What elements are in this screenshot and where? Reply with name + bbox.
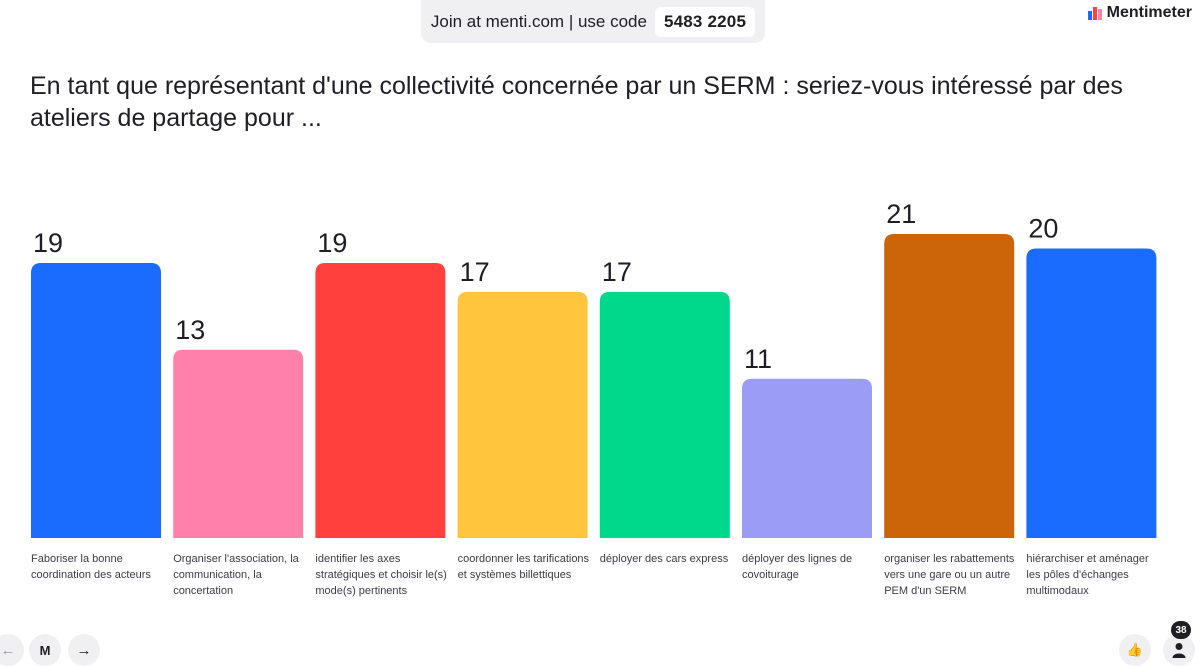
bar-2 — [173, 349, 304, 538]
category-label-2: Organiser l'association, la communicatio… — [173, 553, 299, 597]
bar-1 — [31, 262, 161, 538]
bar-5 — [599, 291, 730, 538]
category-label-1: Faboriser la bonne coordination des acte… — [31, 553, 151, 581]
menu-button[interactable]: M — [29, 634, 61, 666]
brand-name: Mentimeter — [1106, 4, 1192, 21]
mentimeter-logo-icon — [1087, 6, 1102, 20]
bar-value-label-4: 17 — [460, 257, 490, 287]
arrow-right-icon: → — [76, 641, 92, 659]
bar-value-label-2: 13 — [175, 315, 205, 345]
join-code: 5483 2205 — [654, 6, 756, 37]
bar-value-label-8: 20 — [1028, 213, 1058, 243]
bar-chart: 19 13 19 17 17 11 21 20 — [31, 199, 1157, 538]
next-slide-button[interactable]: → — [68, 634, 100, 666]
mentimeter-m-icon: M — [39, 642, 51, 658]
join-instructions: Join at menti.com | use code 5483 2205 — [421, 0, 765, 43]
category-label-8: hiérarchiser et aménager les pôles d'éch… — [1026, 553, 1149, 597]
previous-slide-button[interactable]: ← — [0, 634, 24, 666]
bar-8 — [1026, 248, 1157, 538]
participants-button[interactable] — [1163, 634, 1195, 666]
category-label-4: coordonner les tarifications et systèmes… — [457, 553, 590, 581]
category-label-3: identifier les axes stratégiques et choi… — [315, 553, 447, 597]
bar-3 — [315, 262, 446, 538]
bar-value-label-5: 17 — [602, 257, 632, 287]
bar-value-label-6: 11 — [744, 344, 772, 374]
category-label-7: organiser les rabattements vers une gare… — [884, 553, 1015, 597]
bar-value-label-1: 19 — [33, 228, 63, 258]
person-icon — [1172, 643, 1186, 658]
category-label-5: déployer des cars express — [599, 553, 729, 565]
brand-logo: Mentimeter — [1087, 4, 1192, 22]
reaction-button[interactable]: 👍 — [1119, 634, 1151, 666]
bar-4 — [457, 291, 588, 538]
bar-7 — [884, 234, 1015, 538]
bar-value-label-3: 19 — [317, 228, 347, 258]
arrow-left-icon: ← — [0, 641, 16, 659]
join-text: Join at menti.com | use code — [430, 11, 647, 31]
bar-value-label-7: 21 — [886, 199, 916, 229]
bar-6 — [742, 378, 872, 538]
question-title: En tant que représentant d'une collectiv… — [30, 72, 1123, 132]
thumbs-up-icon: 👍 — [1126, 642, 1144, 657]
participants-count-badge: 38 — [1171, 621, 1191, 639]
category-label-6: déployer des lignes de covoiturage — [742, 553, 853, 581]
